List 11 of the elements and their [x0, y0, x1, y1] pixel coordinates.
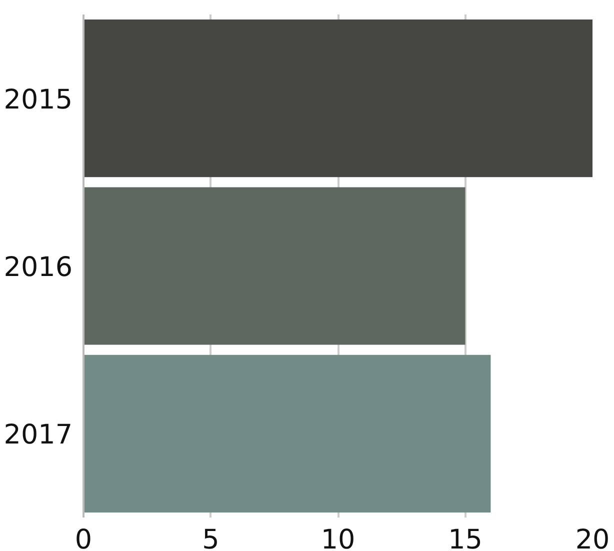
x-tick-label: 10 — [320, 524, 356, 551]
x-tick-label: 20 — [575, 524, 610, 551]
bar — [84, 354, 491, 512]
x-tick-label: 15 — [448, 524, 482, 551]
bar — [84, 20, 592, 178]
x-tick-label: 0 — [74, 524, 92, 551]
x-tick-label: 5 — [202, 524, 220, 551]
y-tick-label: 2015 — [4, 84, 73, 116]
y-tick-label: 2017 — [4, 420, 73, 451]
bar — [84, 187, 466, 345]
y-tick-label: 2016 — [4, 252, 73, 283]
